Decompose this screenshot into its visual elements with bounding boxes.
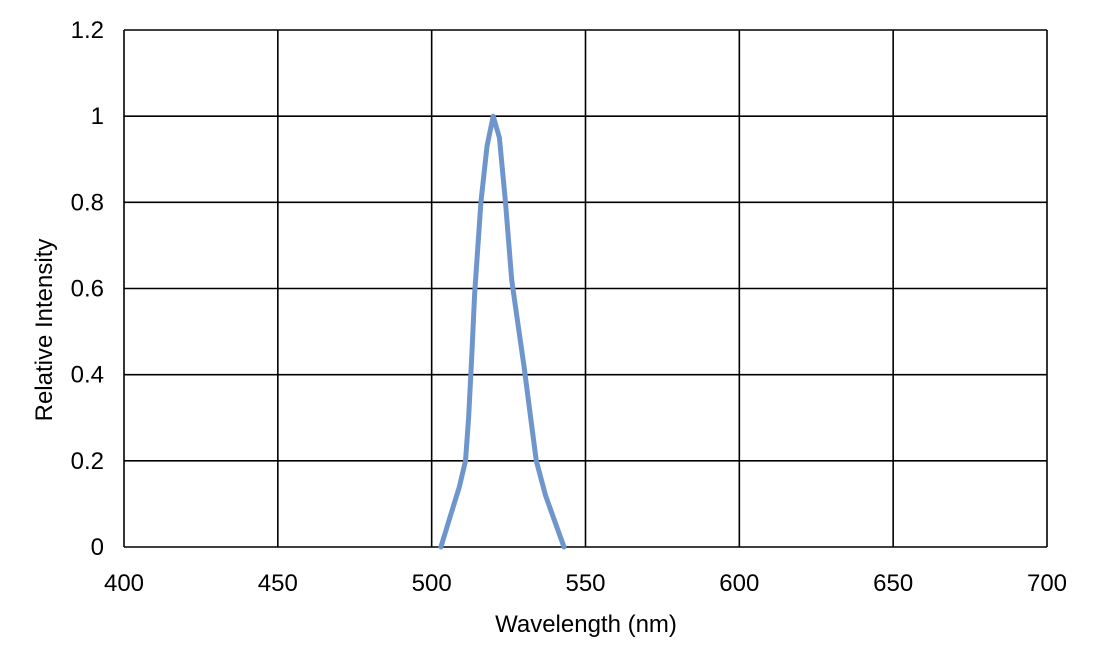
x-tick-label: 450 (258, 570, 298, 597)
grid-lines (123, 29, 1048, 548)
series-line (438, 113, 567, 550)
y-axis-title: Relative Intensity (31, 239, 58, 422)
series-layer (438, 113, 567, 550)
y-tick-label: 0.4 (71, 362, 104, 389)
x-tick-label: 650 (873, 570, 913, 597)
x-tick-label: 700 (1027, 570, 1067, 597)
y-tick-label: 0 (91, 534, 104, 561)
y-tick-label: 1.2 (71, 17, 104, 44)
x-tick-label: 400 (104, 570, 144, 597)
x-tick-label: 500 (412, 570, 452, 597)
y-tick-label: 0.2 (71, 448, 104, 475)
y-tick-label: 0.8 (71, 189, 104, 216)
x-axis-title: Wavelength (nm) (495, 611, 677, 638)
x-tick-labels: 400 450 500 550 600 650 700 (104, 570, 1067, 597)
x-tick-label: 550 (565, 570, 605, 597)
y-tick-label: 0.6 (71, 276, 104, 303)
x-tick-label: 600 (719, 570, 759, 597)
y-tick-labels: 0 0.2 0.4 0.6 0.8 1 1.2 (71, 17, 104, 561)
y-tick-label: 1 (91, 103, 104, 130)
